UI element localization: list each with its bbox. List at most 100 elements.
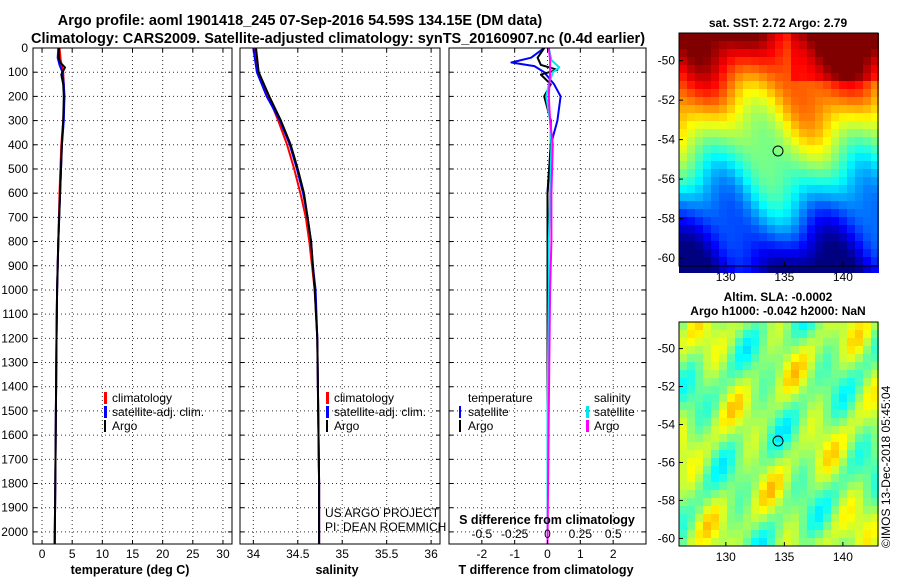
sst-cell [727, 65, 735, 73]
sla-cell [735, 394, 743, 402]
sla-cell [727, 530, 735, 538]
sla-cell [823, 498, 831, 506]
sla-cell [799, 418, 807, 426]
sla-cell [823, 466, 831, 474]
sst-cell [791, 169, 799, 177]
sst-cell [823, 33, 831, 41]
sst-cell [751, 233, 759, 241]
sst-cell [831, 241, 839, 249]
sla-cell [791, 514, 799, 522]
sst-cell [687, 257, 695, 265]
sst-cell [703, 201, 711, 209]
sst-cell [839, 41, 847, 49]
sla-cell [839, 394, 847, 402]
sla-cell [807, 506, 815, 514]
sst-cell [871, 81, 879, 89]
sst-cell [839, 145, 847, 153]
sla-cell [767, 450, 775, 458]
sst-cell [695, 185, 703, 193]
sla-cell [831, 498, 839, 506]
sst-cell [847, 233, 855, 241]
sla-cell [823, 442, 831, 450]
sla-cell [687, 458, 695, 466]
sla-cell [815, 442, 823, 450]
sla-cell [799, 530, 807, 538]
sst-cell [751, 209, 759, 217]
sst-cell [863, 185, 871, 193]
sst-cell [751, 177, 759, 185]
sst-cell [839, 129, 847, 137]
sst-cell [855, 225, 863, 233]
sst-cell [783, 201, 791, 209]
sst-cell [815, 257, 823, 265]
sst-cell [863, 209, 871, 217]
sst-cell [783, 241, 791, 249]
sst-cell [679, 217, 687, 225]
sst-cell [807, 129, 815, 137]
sst-cell [751, 89, 759, 97]
sla-cell [799, 474, 807, 482]
sst-cell [743, 121, 751, 129]
sla-cell [703, 346, 711, 354]
sst-cell [711, 185, 719, 193]
sla-cell [735, 482, 743, 490]
sla-cell [719, 474, 727, 482]
sla-cell [871, 346, 879, 354]
sla-cell [751, 330, 759, 338]
sst-cell [855, 201, 863, 209]
sst-cell [839, 113, 847, 121]
sst-cell [751, 241, 759, 249]
sla-cell [863, 474, 871, 482]
sst-cell [711, 89, 719, 97]
sla-cell [743, 498, 751, 506]
sla-cell [703, 370, 711, 378]
sla-cell [839, 346, 847, 354]
sst-cell [775, 33, 783, 41]
sst-cell [679, 201, 687, 209]
sla-cell [679, 322, 687, 330]
sla-cell [687, 378, 695, 386]
sla-cell [759, 418, 767, 426]
sst-cell [759, 241, 767, 249]
sla-cell [815, 498, 823, 506]
sst-cell [679, 145, 687, 153]
sst-cell [767, 233, 775, 241]
sst-cell [751, 105, 759, 113]
sst-cell [855, 161, 863, 169]
sla-cell [783, 386, 791, 394]
sst-cell [839, 225, 847, 233]
temperature-legend: climatology satellite-adj. clim. Argo [104, 391, 204, 433]
sla-cell [695, 458, 703, 466]
sla-cell [743, 538, 751, 546]
sla-cell [815, 538, 823, 546]
sla-cell [831, 450, 839, 458]
sla-cell [839, 434, 847, 442]
sst-cell [751, 193, 759, 201]
sst-cell [727, 33, 735, 41]
sst-cell [791, 217, 799, 225]
sla-cell [871, 538, 879, 546]
sla-cell [863, 346, 871, 354]
sla-cell [711, 490, 719, 498]
depth-tick-label: 500 [8, 162, 28, 176]
sla-cell [711, 410, 719, 418]
sla-cell [727, 330, 735, 338]
sst-cell [863, 33, 871, 41]
sla-cell [847, 498, 855, 506]
sst-cell [687, 265, 695, 273]
sla-cell [759, 394, 767, 402]
sst-cell [735, 225, 743, 233]
legend-climatology-label: climatology [112, 391, 172, 405]
sst-cell [727, 225, 735, 233]
sla-cell [687, 530, 695, 538]
sla-cell [799, 338, 807, 346]
sst-cell [871, 65, 879, 73]
sst-cell [727, 217, 735, 225]
sla-cell [807, 394, 815, 402]
sla-cell [871, 378, 879, 386]
sst-cell [679, 121, 687, 129]
map-lat-label: -56 [658, 172, 676, 186]
sla-cell [871, 442, 879, 450]
sla-cell [727, 474, 735, 482]
sst-cell [687, 177, 695, 185]
